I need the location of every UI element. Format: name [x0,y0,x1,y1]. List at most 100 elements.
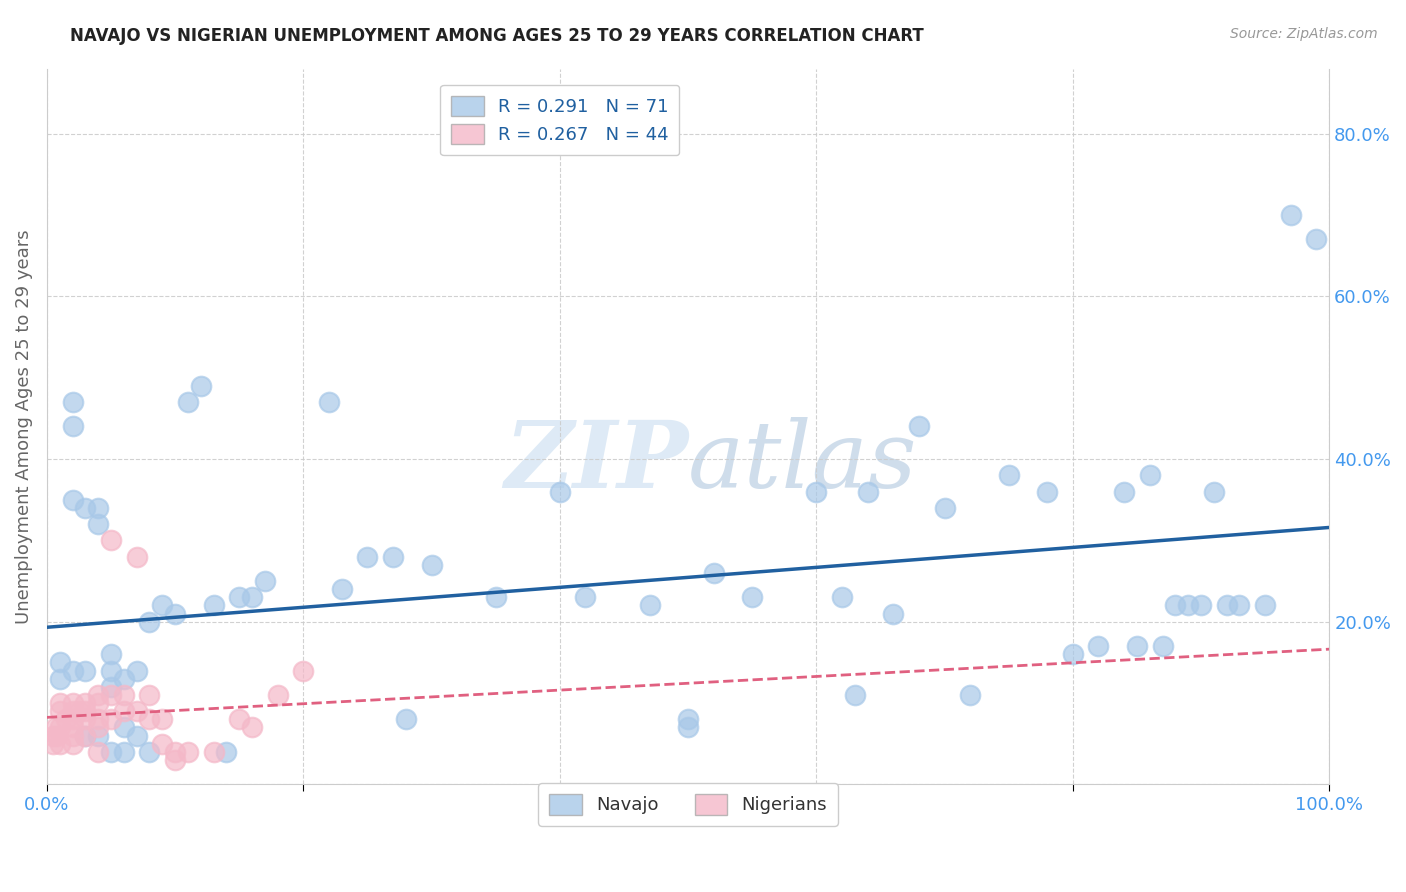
Point [48,672,70,686]
Point [62,696,84,710]
Point [75,696,97,710]
Point [1164,599,1187,613]
Point [75,664,97,678]
Point [330,582,353,597]
Point [165,607,187,621]
Point [959,688,981,702]
Point [67,704,90,718]
Point [150,737,173,751]
Point [240,591,263,605]
Point [1036,484,1059,499]
Point [75,729,97,743]
Point [112,672,135,686]
Point [125,704,148,718]
Point [87,721,110,735]
Point [215,745,238,759]
Point [87,712,110,726]
Text: atlas: atlas [688,417,918,508]
Point [100,688,122,702]
Point [87,500,110,515]
Point [202,745,225,759]
Point [48,656,70,670]
Point [62,712,84,726]
Point [1126,639,1149,653]
Point [112,688,135,702]
Text: NAVAJO VS NIGERIAN UNEMPLOYMENT AMONG AGES 25 TO 29 YEARS CORRELATION CHART: NAVAJO VS NIGERIAN UNEMPLOYMENT AMONG AG… [70,27,924,45]
Point [138,688,160,702]
Point [1177,599,1199,613]
Point [253,574,276,588]
Point [1305,232,1327,246]
Point [75,704,97,718]
Point [125,549,148,564]
Point [48,721,70,735]
Point [48,696,70,710]
Legend: Navajo, Nigerians: Navajo, Nigerians [538,783,838,825]
Point [831,591,853,605]
Point [1215,599,1237,613]
Point [75,729,97,743]
Point [62,729,84,743]
Point [112,704,135,718]
Point [75,500,97,515]
Y-axis label: Unemployment Among Ages 25 to 29 years: Unemployment Among Ages 25 to 29 years [15,229,32,624]
Point [112,745,135,759]
Point [1229,599,1251,613]
Point [150,599,173,613]
Point [1152,639,1174,653]
Point [87,517,110,532]
Point [125,664,148,678]
Point [100,712,122,726]
Point [100,680,122,694]
Point [806,484,828,499]
Point [45,721,67,735]
Point [62,395,84,409]
Point [997,468,1019,483]
Point [882,607,904,621]
Point [62,492,84,507]
Point [150,712,173,726]
Point [100,533,122,548]
Point [177,745,200,759]
Point [382,549,405,564]
Point [574,591,596,605]
Point [62,419,84,434]
Point [100,745,122,759]
Point [228,712,250,726]
Point [100,664,122,678]
Point [75,712,97,726]
Point [202,599,225,613]
Point [1087,639,1109,653]
Point [1279,208,1302,222]
Point [844,688,866,702]
Point [125,729,148,743]
Point [856,484,879,499]
Point [48,737,70,751]
Point [42,729,65,743]
Point [42,737,65,751]
Point [48,704,70,718]
Point [46,729,69,743]
Point [703,566,725,580]
Point [1189,599,1212,613]
Point [62,704,84,718]
Point [676,721,699,735]
Point [1202,484,1225,499]
Point [165,745,187,759]
Point [190,379,212,393]
Point [318,395,340,409]
Point [100,647,122,661]
Point [908,419,931,434]
Point [165,753,187,767]
Point [395,712,418,726]
Text: ZIP: ZIP [503,417,688,508]
Point [741,591,763,605]
Point [420,558,443,572]
Point [1139,468,1161,483]
Point [62,737,84,751]
Point [676,712,699,726]
Point [1112,484,1135,499]
Point [638,599,661,613]
Point [138,745,160,759]
Point [1062,647,1084,661]
